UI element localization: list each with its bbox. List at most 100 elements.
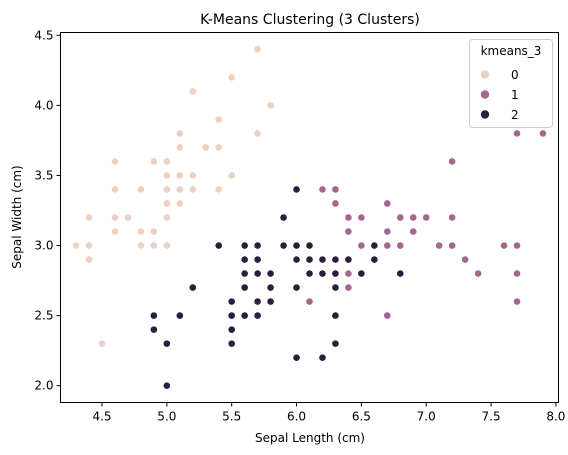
data-point-cluster-1-8 (357, 241, 366, 250)
data-point-cluster-1-19 (435, 241, 444, 250)
data-point-cluster-2-31 (305, 269, 314, 278)
x-tick-label: 6.5 (352, 410, 371, 424)
data-point-cluster-2-7 (227, 339, 236, 348)
y-tick-label: 4.0 (34, 98, 53, 112)
data-point-cluster-2-8 (227, 325, 236, 334)
data-point-cluster-2-19 (253, 255, 262, 264)
data-point-cluster-1-7 (344, 213, 353, 222)
data-point-cluster-0-25 (175, 143, 184, 152)
y-tick-label: 2.0 (34, 379, 53, 393)
data-point-cluster-0-26 (175, 129, 184, 138)
y-tick-label: 3.0 (34, 239, 53, 253)
legend-label-2: 2 (511, 108, 519, 122)
data-point-cluster-0-30 (201, 143, 210, 152)
data-point-cluster-2-9 (227, 311, 236, 320)
data-point-cluster-2-36 (318, 255, 327, 264)
x-tick-label: 5.5 (222, 410, 241, 424)
data-point-cluster-1-12 (383, 227, 392, 236)
data-point-cluster-2-42 (344, 255, 353, 264)
data-point-cluster-2-23 (266, 269, 275, 278)
data-point-cluster-1-26 (513, 297, 521, 306)
y-axis-label: Sepal Width (cm) (10, 165, 24, 268)
plot-frame (60, 32, 559, 403)
data-point-cluster-1-5 (344, 269, 353, 278)
data-point-cluster-0-1 (85, 241, 93, 250)
legend-label-0: 0 (511, 68, 519, 82)
data-point-cluster-0-23 (175, 185, 184, 194)
data-point-cluster-2-21 (266, 297, 275, 306)
data-point-cluster-2-13 (240, 269, 249, 278)
data-point-cluster-1-18 (422, 213, 431, 222)
data-point-cluster-1-30 (539, 129, 547, 138)
data-point-cluster-2-41 (331, 255, 340, 264)
data-point-cluster-0-27 (188, 185, 197, 194)
data-point-cluster-1-0 (305, 297, 314, 306)
data-point-cluster-0-11 (137, 227, 145, 236)
data-point-cluster-1-1 (318, 185, 327, 194)
x-tick-label: 7.0 (417, 410, 436, 424)
legend-title: kmeans_3 (481, 44, 542, 58)
data-point-cluster-1-2 (331, 199, 340, 208)
data-point-cluster-2-25 (279, 213, 288, 222)
data-point-cluster-0-5 (111, 227, 119, 236)
data-point-cluster-2-43 (357, 269, 366, 278)
data-point-cluster-0-34 (227, 171, 236, 180)
data-point-cluster-2-15 (240, 241, 249, 250)
chart-title: K-Means Clustering (3 Clusters) (200, 12, 420, 28)
data-point-cluster-1-3 (331, 185, 340, 194)
data-point-cluster-0-37 (253, 45, 262, 54)
data-point-cluster-0-8 (111, 157, 119, 166)
data-point-cluster-1-20 (448, 241, 457, 250)
data-point-cluster-0-2 (85, 255, 93, 264)
data-point-cluster-1-14 (396, 241, 405, 250)
x-tick-label: 7.5 (482, 410, 501, 424)
y-axis-ticks: 2.0 2.5 3.0 3.5 4.0 4.5 (34, 28, 61, 393)
legend-marker-0 (480, 69, 490, 80)
data-point-cluster-0-10 (137, 241, 145, 250)
data-point-cluster-2-12 (240, 283, 249, 292)
data-point-cluster-0-29 (188, 87, 197, 96)
data-point-cluster-2-4 (175, 311, 184, 320)
data-point-cluster-0-20 (162, 171, 171, 180)
x-tick-label: 5.0 (157, 410, 176, 424)
data-point-cluster-2-11 (240, 311, 249, 320)
x-tick-label: 4.5 (92, 410, 111, 424)
data-point-cluster-2-24 (279, 241, 288, 250)
data-point-cluster-2-14 (240, 255, 249, 264)
data-point-cluster-2-38 (331, 311, 340, 320)
data-point-cluster-1-29 (513, 129, 521, 138)
data-point-cluster-1-28 (513, 241, 521, 250)
data-point-cluster-0-13 (149, 241, 158, 250)
data-point-cluster-2-46 (396, 269, 405, 278)
data-point-cluster-0-0 (72, 241, 80, 250)
data-point-cluster-2-37 (331, 339, 340, 348)
data-point-cluster-2-0 (149, 325, 158, 334)
data-point-cluster-2-29 (292, 241, 301, 250)
data-point-cluster-1-22 (448, 157, 457, 166)
data-point-cluster-0-36 (253, 129, 262, 138)
data-point-cluster-0-6 (111, 213, 119, 222)
data-point-cluster-0-9 (124, 213, 132, 222)
data-point-cluster-2-17 (253, 297, 262, 306)
data-point-cluster-2-26 (292, 353, 301, 362)
data-point-cluster-2-20 (253, 241, 262, 250)
data-point-cluster-0-17 (162, 213, 171, 222)
data-point-cluster-2-30 (292, 185, 301, 194)
data-point-cluster-0-21 (162, 157, 171, 166)
data-point-cluster-1-21 (448, 213, 457, 222)
data-point-cluster-1-16 (409, 227, 418, 236)
data-point-cluster-0-7 (111, 185, 119, 194)
data-point-cluster-1-13 (383, 199, 392, 208)
x-axis-label: Sepal Length (cm) (255, 431, 365, 445)
data-point-cluster-1-9 (357, 213, 366, 222)
data-point-cluster-0-12 (137, 185, 145, 194)
data-point-cluster-2-3 (162, 339, 171, 348)
data-point-cluster-0-32 (214, 143, 223, 152)
y-tick-label: 4.5 (34, 28, 53, 42)
x-tick-label: 8.0 (546, 410, 565, 424)
data-point-cluster-1-27 (513, 269, 521, 278)
data-point-cluster-0-4 (98, 339, 106, 348)
data-point-cluster-0-22 (175, 199, 184, 208)
data-point-cluster-2-1 (149, 311, 158, 320)
